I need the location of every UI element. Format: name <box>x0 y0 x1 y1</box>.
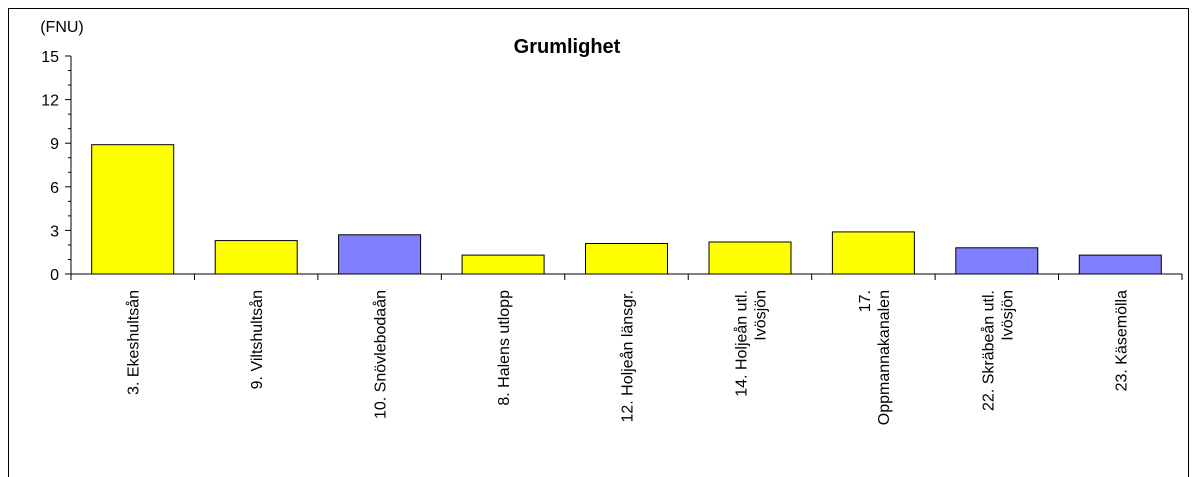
bar <box>585 243 668 275</box>
bar <box>338 234 422 275</box>
category-label: Ivösjön <box>999 290 1016 341</box>
bar <box>831 231 915 275</box>
category-label: Oppmannakanalen <box>876 290 893 425</box>
category-label: 14. Holjeån utl. <box>732 290 750 397</box>
y-tick-label: 3 <box>50 223 59 240</box>
category-label: 10. Snövlebodaån <box>372 290 390 419</box>
y-tick-label: 9 <box>50 136 59 153</box>
y-tick-label: 6 <box>50 180 59 197</box>
bar <box>91 144 175 275</box>
category-label: 22. Skräbeån utl. <box>979 290 997 411</box>
y-tick-label: 0 <box>50 267 59 284</box>
category-label: 8. Halens utlopp <box>496 290 513 406</box>
chart-frame <box>8 8 1189 477</box>
bar <box>708 241 792 275</box>
category-label: 23. Käsemölla <box>1113 290 1130 391</box>
category-label: Ivösjön <box>752 290 769 341</box>
bar <box>214 240 298 275</box>
y-tick-label: 12 <box>41 93 59 110</box>
chart-title: Grumlighet <box>514 36 621 58</box>
bar <box>955 247 1039 275</box>
category-label: 12. Holjeån länsgr. <box>619 290 637 423</box>
y-tick-label: 15 <box>41 49 59 66</box>
bar <box>461 254 545 275</box>
category-label: 17. <box>857 290 874 312</box>
category-label: 3. Ekeshultsån <box>125 290 143 395</box>
bar <box>1078 254 1162 275</box>
y-axis-unit: (FNU) <box>40 19 84 36</box>
plot-area: 0 3 6 9 12 15 3. Ekeshultsån 9. Viltshultsån 10.… <box>41 49 1183 425</box>
category-label: 9. Viltshultsån <box>248 290 266 389</box>
